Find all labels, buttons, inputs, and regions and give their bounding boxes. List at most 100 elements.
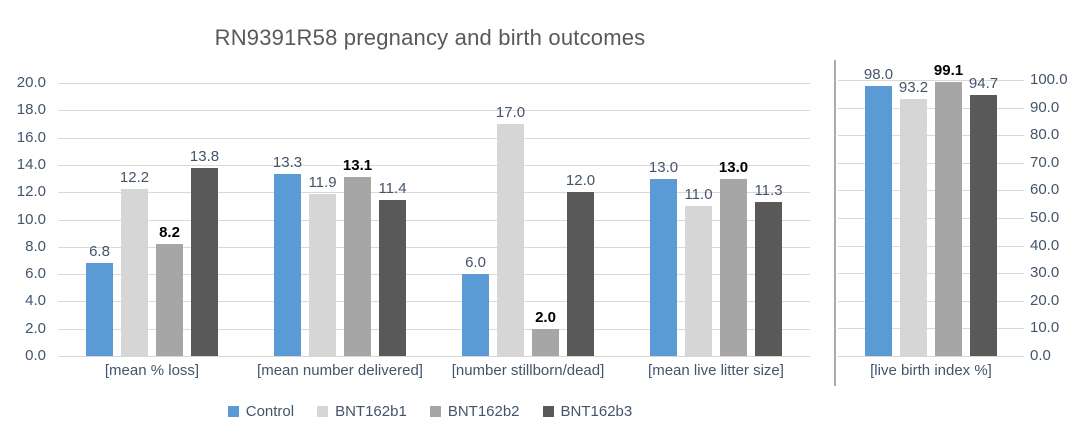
bar-value-label: 13.1 [342, 157, 373, 174]
gridline [838, 246, 1024, 247]
bar-value-label: 8.2 [159, 224, 180, 241]
y-axis-tick-label: 50.0 [1030, 209, 1060, 226]
legend: Control BNT162b1 BNT162b2 BNT162b3 [0, 401, 860, 421]
bar-control: 13.0 [649, 159, 678, 356]
bar-bnt162b3: 94.7 [969, 75, 998, 356]
gridline [58, 138, 810, 139]
bar-value-label: 93.2 [898, 79, 929, 96]
legend-marker-icon [317, 405, 329, 417]
bar-bnt162b3: 12.0 [566, 172, 595, 356]
bar-value-label: 12.2 [119, 169, 150, 186]
y-axis-tick-label: 6.0 [25, 265, 46, 282]
bar-bnt162b2: 8.2 [156, 224, 183, 356]
bar-bnt162b1: 11.9 [308, 174, 337, 356]
y-axis-tick-label: 4.0 [25, 292, 46, 309]
legend-item-label: Control [245, 402, 295, 420]
legend-item-label: BNT162b1 [335, 402, 407, 420]
legend-item-label: BNT162b2 [447, 402, 520, 420]
gridline [838, 190, 1024, 191]
panel-divider [834, 60, 836, 386]
bar-group: 98.0 93.2 99.1 94.7 [864, 62, 998, 356]
bar-group: 13.3 11.9 13.1 11.4 [273, 83, 407, 356]
y-axis-tick-label: 90.0 [1030, 99, 1060, 116]
gridline [838, 328, 1024, 329]
legend-item: Control [227, 402, 295, 420]
y-axis-tick-label: 30.0 [1030, 264, 1060, 281]
gridline [58, 110, 810, 111]
gridline [838, 301, 1024, 302]
category-label: [mean % loss] [104, 362, 200, 379]
y-axis-tick-label: 100.0 [1030, 71, 1068, 88]
gridline [838, 135, 1024, 136]
bar-bnt162b2: 13.0 [719, 159, 748, 356]
y-axis-tick-label: 20.0 [16, 74, 46, 91]
y-axis-tick-label: 12.0 [16, 183, 46, 200]
live-birth-index-panel-plot: 98.0 93.2 99.1 94.7 [838, 62, 1024, 357]
category-label: [number stillborn/dead] [451, 362, 605, 379]
legend-item: BNT162b1 [317, 403, 407, 420]
bar-value-label: 13.0 [718, 159, 749, 176]
legend-marker-icon [542, 405, 554, 417]
y-axis-tick-label: 14.0 [16, 156, 46, 173]
gridline [838, 108, 1024, 109]
gridline [838, 273, 1024, 274]
gridline [58, 274, 810, 275]
bar-bnt162b3: 11.3 [754, 182, 783, 356]
bar-value-label: 6.8 [89, 243, 110, 260]
bar-value-label: 98.0 [863, 66, 894, 83]
bar-value-label: 94.7 [968, 75, 999, 92]
legend-marker-icon [429, 405, 441, 417]
bar-bnt162b1: 93.2 [899, 79, 928, 356]
bar-control: 6.0 [462, 254, 489, 356]
category-label: [mean number delivered] [257, 362, 423, 379]
gridline [58, 247, 810, 248]
y-axis-tick-label: 20.0 [1030, 292, 1060, 309]
gridline [838, 218, 1024, 219]
bar-bnt162b2: 13.1 [343, 157, 372, 356]
bar-value-label: 13.0 [648, 159, 679, 176]
bar-value-label: 12.0 [565, 172, 596, 189]
pregnancy-outcomes-panel-plot: 6.8 12.2 8.2 13.8 13.3 11.9 13.1 11.4 6.0 17.0 2.0… [58, 83, 810, 357]
bar-bnt162b2: 2.0 [532, 309, 559, 356]
bar-bnt162b1: 12.2 [120, 169, 149, 356]
gridline [58, 192, 810, 193]
gridline [838, 163, 1024, 164]
bar-value-label: 17.0 [495, 104, 526, 121]
bar-value-label: 99.1 [933, 62, 964, 79]
bar-value-label: 11.3 [754, 182, 783, 199]
bar-group: 13.0 11.0 13.0 11.3 [649, 83, 783, 356]
bar-value-label: 11.0 [684, 186, 713, 203]
gridline [58, 301, 810, 302]
gridline [58, 220, 810, 221]
y-axis-tick-label: 60.0 [1030, 181, 1060, 198]
legend-item-label: BNT162b3 [560, 402, 633, 420]
gridline [838, 356, 1024, 357]
y-axis-tick-label: 80.0 [1030, 126, 1060, 143]
bar-value-label: 13.3 [272, 154, 303, 171]
bar-control: 6.8 [86, 243, 113, 356]
y-axis-tick-label: 0.0 [1030, 347, 1051, 364]
bar-control: 98.0 [864, 66, 893, 356]
y-axis-tick-label: 16.0 [16, 129, 46, 146]
bar-group: 6.8 12.2 8.2 13.8 [86, 83, 220, 356]
bar-bnt162b2: 99.1 [934, 62, 963, 356]
bar-bnt162b1: 17.0 [496, 104, 525, 356]
category-label: [live birth index %] [870, 362, 992, 379]
bar-value-label: 6.0 [465, 254, 486, 271]
y-axis-tick-label: 10.0 [16, 211, 46, 228]
bar-value-label: 11.4 [378, 180, 407, 197]
bar-bnt162b1: 11.0 [684, 186, 713, 356]
y-axis-tick-label: 8.0 [25, 238, 46, 255]
gridline [58, 165, 810, 166]
bar-value-label: 2.0 [535, 309, 556, 326]
bar-value-label: 13.8 [189, 148, 220, 165]
chart-title: RN9391R58 pregnancy and birth outcomes [214, 25, 646, 50]
y-axis-tick-label: 18.0 [16, 101, 46, 118]
gridline [58, 329, 810, 330]
bar-group: 6.0 17.0 2.0 12.0 [462, 83, 595, 356]
bar-value-label: 11.9 [308, 174, 337, 191]
y-axis-tick-label: 0.0 [25, 347, 46, 364]
bar-control: 13.3 [273, 154, 302, 356]
y-axis-tick-label: 40.0 [1030, 237, 1060, 254]
